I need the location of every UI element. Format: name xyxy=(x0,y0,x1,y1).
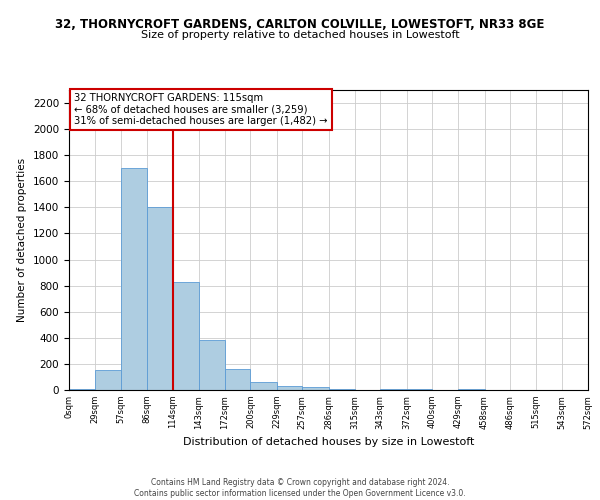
X-axis label: Distribution of detached houses by size in Lowestoft: Distribution of detached houses by size … xyxy=(183,437,474,447)
Bar xyxy=(277,386,302,390)
Bar xyxy=(250,382,277,390)
Y-axis label: Number of detached properties: Number of detached properties xyxy=(17,158,28,322)
Bar xyxy=(199,340,225,390)
Bar xyxy=(225,369,250,390)
Bar xyxy=(69,388,95,390)
Text: 32 THORNYCROFT GARDENS: 115sqm
← 68% of detached houses are smaller (3,259)
31% : 32 THORNYCROFT GARDENS: 115sqm ← 68% of … xyxy=(74,93,328,126)
Bar xyxy=(302,388,329,390)
Bar xyxy=(121,168,147,390)
Text: Contains HM Land Registry data © Crown copyright and database right 2024.
Contai: Contains HM Land Registry data © Crown c… xyxy=(134,478,466,498)
Bar xyxy=(172,282,199,390)
Text: 32, THORNYCROFT GARDENS, CARLTON COLVILLE, LOWESTOFT, NR33 8GE: 32, THORNYCROFT GARDENS, CARLTON COLVILL… xyxy=(55,18,545,30)
Bar xyxy=(95,370,121,390)
Bar xyxy=(147,208,172,390)
Text: Size of property relative to detached houses in Lowestoft: Size of property relative to detached ho… xyxy=(140,30,460,40)
